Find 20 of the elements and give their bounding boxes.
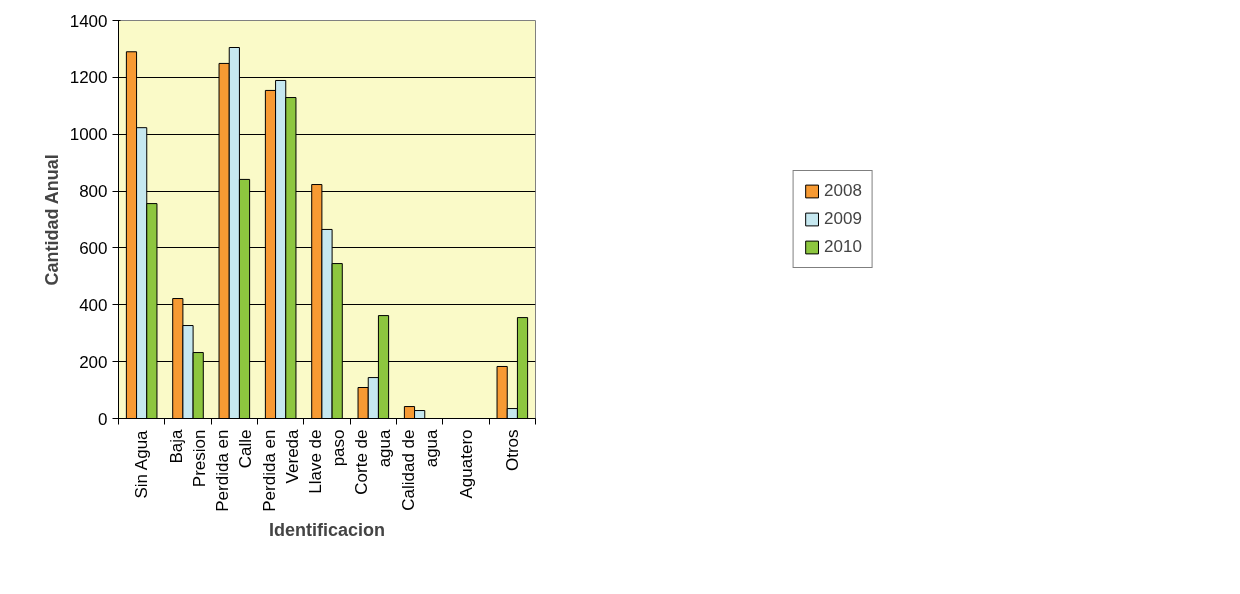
y-tick-label: 200 bbox=[79, 352, 108, 372]
x-tick-label: Sin Agua bbox=[132, 429, 152, 499]
y-tick-label: 400 bbox=[79, 295, 108, 315]
x-tick-label: Otros bbox=[502, 429, 522, 472]
legend-label: 2009 bbox=[824, 209, 862, 229]
y-tick-label: 800 bbox=[79, 182, 108, 202]
x-tick-label: Perdida en Vereda bbox=[259, 428, 302, 512]
y-tick-label: 1200 bbox=[69, 68, 108, 88]
x-tick-label: Llave de paso bbox=[306, 429, 348, 494]
y-tick-label: 1000 bbox=[69, 125, 108, 145]
legend-label: 2010 bbox=[824, 237, 862, 257]
y-axis-title: Cantidad Anual bbox=[41, 154, 62, 286]
y-tick-label: 1400 bbox=[69, 11, 108, 31]
legend-label: 2008 bbox=[824, 181, 862, 201]
x-tick-label: Aguatero bbox=[456, 429, 476, 499]
y-tick-label: 600 bbox=[79, 238, 108, 258]
x-tick-label: Perdida en Calle bbox=[213, 429, 256, 512]
x-tick-label: Baja Presion bbox=[167, 428, 209, 488]
x-axis-title: Identificacion bbox=[268, 519, 386, 540]
y-tick-label: 0 bbox=[98, 409, 108, 429]
